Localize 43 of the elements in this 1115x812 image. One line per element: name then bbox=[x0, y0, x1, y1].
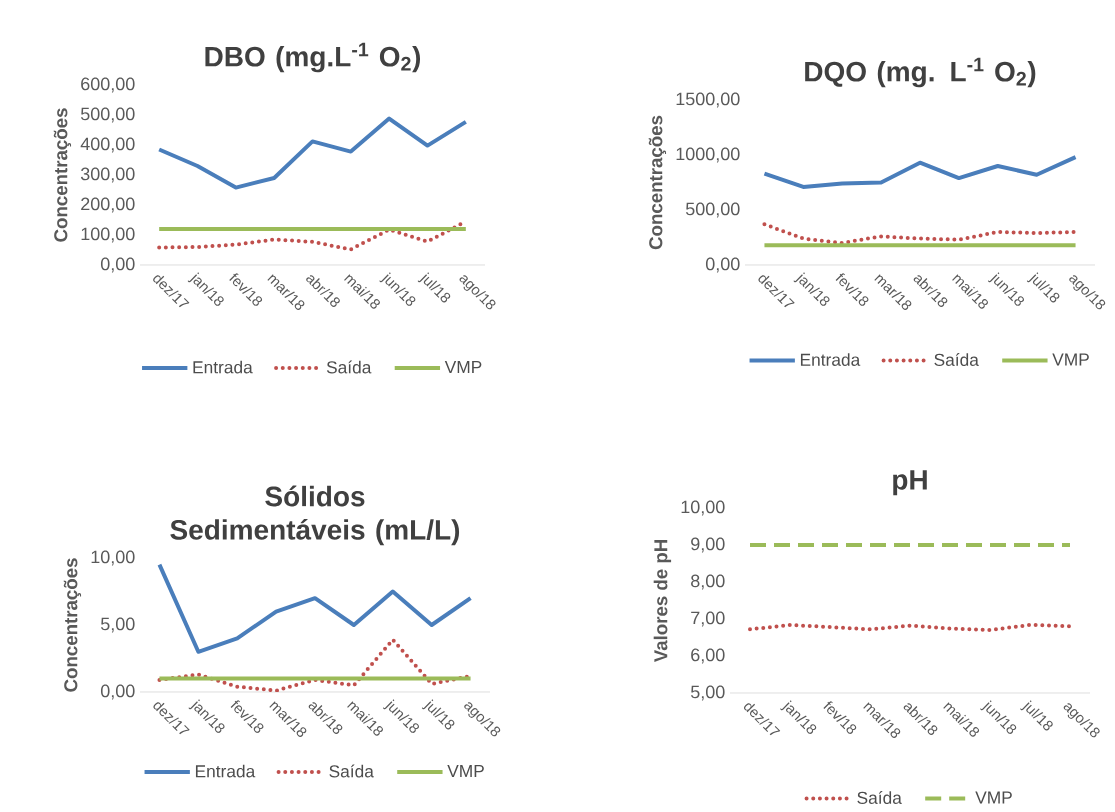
y-axis-title: Valores de pH bbox=[653, 540, 672, 663]
legend-label: Entrada bbox=[193, 360, 253, 374]
y-tick-label: 0,00 bbox=[100, 684, 135, 700]
y-tick-label: 10,00 bbox=[681, 500, 725, 516]
legend-label: Saída bbox=[329, 764, 374, 778]
y-tick-label: 200,00 bbox=[81, 197, 135, 213]
y-tick-label: 6,00 bbox=[691, 648, 725, 664]
y-tick-label: 8,00 bbox=[691, 574, 725, 590]
legend-label: Entrada bbox=[195, 764, 256, 778]
y-axis-title: Concentrações bbox=[63, 558, 82, 692]
legend-label: Saída bbox=[857, 791, 902, 805]
line-series bbox=[157, 116, 468, 190]
line-series bbox=[762, 155, 1078, 189]
chart-title: Sólidos Sedimentáveis (mL/L) bbox=[170, 485, 460, 546]
y-tick-label: 0,00 bbox=[705, 257, 740, 273]
y-tick-label: 300,00 bbox=[80, 167, 135, 183]
y-tick-label: 5,00 bbox=[690, 685, 725, 701]
line-series bbox=[157, 562, 473, 654]
chart-title: pH bbox=[893, 470, 927, 496]
y-tick-label: 500,00 bbox=[80, 107, 135, 123]
y-tick-label: 100,00 bbox=[81, 227, 135, 243]
legend-label: VMP bbox=[447, 765, 484, 777]
legend-label: VMP bbox=[444, 361, 482, 373]
y-tick-label: 400,00 bbox=[80, 137, 135, 153]
legend-label: Saída bbox=[326, 360, 372, 374]
y-tick-label: 7,00 bbox=[691, 611, 725, 627]
chart-title: DQO (mg. L$^{-1}$ O$_{2}$) bbox=[805, 57, 1036, 88]
chart-title: DBO (mg.L$^{-1}$ O$_{2}$) bbox=[205, 42, 421, 73]
y-axis-title: Concentrações bbox=[648, 115, 667, 250]
legend-label: VMP bbox=[1052, 353, 1089, 366]
legend-label: Entrada bbox=[800, 353, 861, 366]
line-series bbox=[762, 222, 1078, 245]
y-tick-label: 5,00 bbox=[100, 617, 135, 633]
y-tick-label: 1500,00 bbox=[676, 92, 740, 108]
y-tick-label: 10,00 bbox=[91, 550, 135, 566]
y-axis-title: Concentrações bbox=[53, 108, 72, 242]
y-tick-label: 600,00 bbox=[81, 77, 135, 93]
y-tick-label: 9,00 bbox=[691, 537, 725, 553]
y-tick-label: 1000,00 bbox=[676, 147, 740, 163]
y-tick-label: 500,00 bbox=[685, 202, 740, 218]
legend-label: Saída bbox=[934, 353, 979, 367]
y-tick-label: 0,00 bbox=[100, 257, 135, 273]
legend-label: VMP bbox=[975, 791, 1012, 804]
